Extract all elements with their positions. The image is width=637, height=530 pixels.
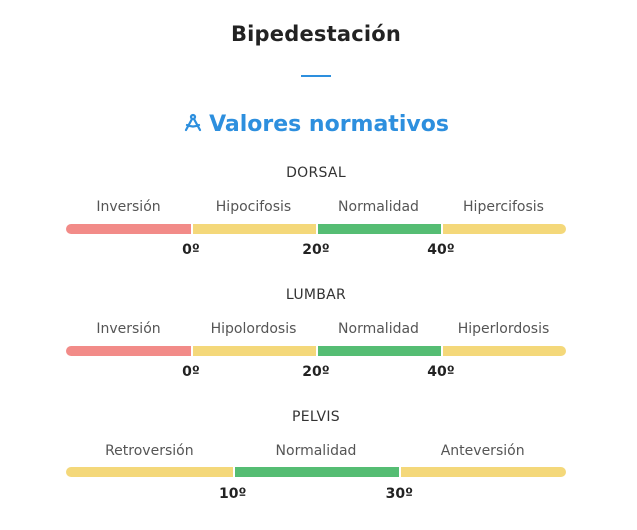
- range-label: Hipercifosis: [463, 199, 544, 215]
- threshold-label: 40º: [427, 242, 455, 258]
- title-divider: [301, 75, 331, 77]
- range-segment: [316, 346, 441, 356]
- threshold-label: 20º: [302, 364, 330, 380]
- range-bar-dorsal: [66, 224, 566, 234]
- range-label: Normalidad: [275, 443, 357, 459]
- range-label: Hipolordosis: [210, 321, 297, 337]
- range-label: Retroversión: [105, 443, 194, 459]
- section-title-pelvis: PELVIS: [292, 409, 340, 425]
- section-heading: Valores normativos: [0, 112, 632, 137]
- range-segment: [316, 224, 441, 234]
- range-segment: [441, 346, 566, 356]
- range-segment: [66, 346, 191, 356]
- range-segment: [191, 346, 316, 356]
- range-bar-pelvis: [66, 467, 566, 477]
- range-label: Inversión: [96, 199, 161, 215]
- threshold-label: 20º: [302, 242, 330, 258]
- range-label: Hiperlordosis: [457, 321, 550, 337]
- section-heading-label: Valores normativos: [209, 112, 449, 137]
- threshold-label: 0º: [182, 364, 200, 380]
- section-title-lumbar: LUMBAR: [285, 287, 347, 303]
- section-title-dorsal: DORSAL: [286, 165, 346, 181]
- range-segment: [66, 467, 233, 477]
- range-segment: [399, 467, 566, 477]
- range-label: Normalidad: [338, 199, 419, 215]
- page-title: Bipedestación: [230, 22, 402, 46]
- range-segment: [441, 224, 566, 234]
- range-label: Anteversión: [440, 443, 525, 459]
- threshold-label: 40º: [427, 364, 455, 380]
- range-label: Normalidad: [338, 321, 419, 337]
- threshold-label: 0º: [182, 242, 200, 258]
- threshold-label: 10º: [218, 486, 247, 502]
- compass-icon: [183, 113, 203, 133]
- range-bar-lumbar: [66, 346, 566, 356]
- threshold-label: 30º: [385, 486, 414, 502]
- range-label: Inversión: [96, 321, 161, 337]
- range-segment: [66, 224, 191, 234]
- range-segment: [191, 224, 316, 234]
- range-segment: [232, 467, 400, 477]
- range-label: Hipocifosis: [215, 199, 292, 215]
